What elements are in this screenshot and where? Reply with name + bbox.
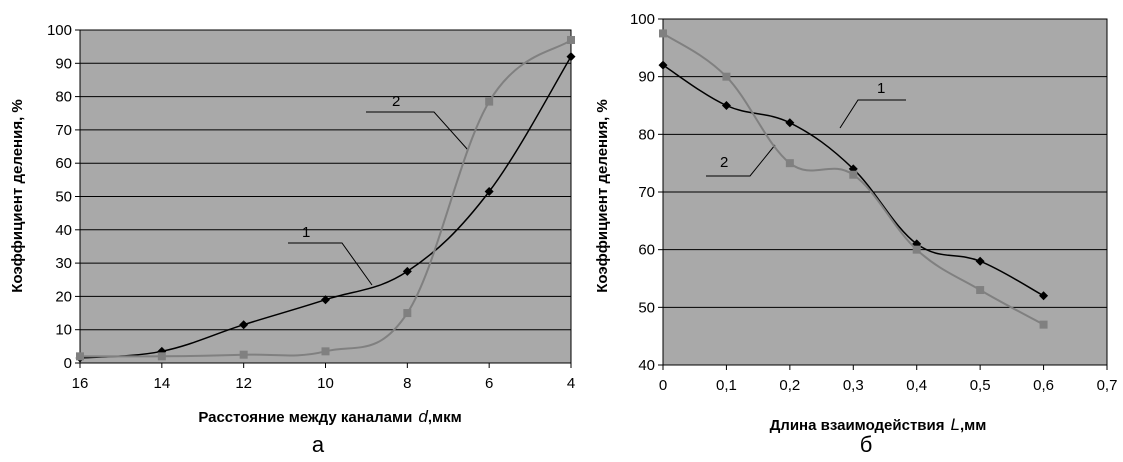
- x-axis-title-b: Длина взаимодействия L,мм: [770, 415, 987, 434]
- point-b-s1-0: [658, 60, 668, 70]
- point-a-s2-5: [485, 97, 494, 106]
- x-tick-label-b-0: 0: [659, 377, 667, 394]
- x-axis-title-b-var: L: [951, 415, 960, 434]
- point-a-s1-5: [484, 187, 494, 197]
- point-b-s1-5: [975, 256, 985, 266]
- callout-label-b-2: 2: [720, 154, 728, 171]
- x-axis-title-a: Расстояние между каналами d,мкм: [198, 407, 461, 426]
- x-tick-label-a-5: 6: [485, 375, 493, 392]
- x-axis-title-a-text: Расстояние между каналами: [198, 409, 412, 426]
- x-tick-labels-a: 16 14 12 10 8 6 4: [72, 375, 576, 392]
- point-a-s1-6: [566, 52, 576, 62]
- y-tick-label-a-9: 90: [55, 55, 72, 72]
- y-tick-label-a-4: 40: [55, 222, 72, 239]
- y-tick-label-b-0: 40: [638, 357, 655, 374]
- point-a-s1-4: [402, 266, 412, 276]
- x-tick-label-a-1: 14: [153, 375, 170, 392]
- x-tick-label-b-7: 0,7: [1097, 377, 1118, 394]
- x-tick-label-a-4: 8: [403, 375, 411, 392]
- panel-label-b: б: [860, 432, 873, 457]
- x-axis-title-a-var: d: [418, 407, 428, 426]
- y-tick-label-a-0: 0: [64, 355, 72, 372]
- x-axis-title-a-unit: ,мкм: [428, 409, 462, 426]
- x-tick-label-b-4: 0,4: [906, 377, 927, 394]
- point-b-s2-0: [659, 29, 667, 38]
- y-tick-labels-b: 40 50 60 70 80 90 100: [630, 11, 655, 374]
- series-group-a: [75, 35, 576, 363]
- x-tick-label-a-3: 10: [317, 375, 334, 392]
- y-axis-title-b: Коэффициент деления, %: [594, 99, 611, 292]
- x-tick-label-b-3: 0,3: [843, 377, 864, 394]
- y-tick-label-a-1: 10: [55, 322, 72, 339]
- y-tick-label-b-3: 70: [638, 184, 655, 201]
- x-tick-label-a-0: 16: [72, 375, 89, 392]
- y-tick-label-b-1: 50: [638, 299, 655, 316]
- point-b-s2-2: [785, 159, 794, 168]
- y-tick-label-a-2: 20: [55, 288, 72, 305]
- point-a-s2-3: [321, 347, 330, 356]
- y-tick-label-b-6: 100: [630, 11, 655, 28]
- point-b-s1-1: [721, 101, 731, 110]
- point-b-s2-1: [722, 72, 731, 81]
- point-b-s2-4: [912, 245, 921, 254]
- callout-leader-b-2: [706, 144, 776, 177]
- point-a-s2-2: [239, 350, 248, 359]
- y-tick-label-a-8: 80: [55, 89, 72, 106]
- y-tick-label-a-7: 70: [55, 122, 72, 139]
- callout-label-a-1: 1: [302, 224, 310, 241]
- plot-frame-a: [79, 29, 572, 364]
- y-tick-label-a-10: 100: [47, 22, 72, 39]
- point-a-s2-1: [157, 352, 166, 361]
- callout-label-b-1: 1: [877, 80, 885, 97]
- panel-label-a: а: [312, 432, 325, 457]
- x-tick-label-b-2: 0,2: [779, 377, 800, 394]
- y-tick-label-a-5: 50: [55, 189, 72, 206]
- y-tick-labels-a: 0 10 20 30 40 50 60 70 80 90 100: [47, 22, 72, 372]
- callout-leader-a-1: [288, 242, 373, 286]
- point-a-s1-3: [321, 295, 330, 305]
- point-a-s2-4: [403, 309, 412, 318]
- callout-label-a-2: 2: [392, 93, 400, 110]
- x-tick-labels-b: 0 0,1 0,2 0,3 0,4 0,5 0,6 0,7: [659, 377, 1118, 394]
- point-a-s1-2: [239, 320, 249, 330]
- series-group-b: [658, 29, 1049, 329]
- point-b-s2-6: [1039, 320, 1048, 329]
- x-axis-title-b-unit: ,мм: [960, 417, 986, 434]
- y-tick-label-a-3: 30: [55, 255, 72, 272]
- y-tick-label-b-2: 60: [638, 242, 655, 259]
- y-axis-title-a: Коэффициент деления, %: [9, 99, 26, 292]
- y-tick-label-b-5: 90: [638, 69, 655, 86]
- callout-leader-a-2: [366, 111, 469, 151]
- point-b-s1-6: [1039, 291, 1049, 301]
- y-tick-label-b-4: 80: [638, 126, 655, 143]
- x-tick-label-a-6: 4: [567, 375, 575, 392]
- x-tick-label-b-1: 0,1: [716, 377, 737, 394]
- x-tick-label-b-6: 0,6: [1033, 377, 1054, 394]
- callouts-a: 2 1: [288, 93, 469, 286]
- y-tick-label-a-6: 60: [55, 155, 72, 172]
- x-axis-title-b-text: Длина взаимодействия: [770, 417, 945, 434]
- point-a-s2-0: [76, 352, 84, 361]
- point-a-s2-6: [567, 35, 575, 44]
- point-b-s1-2: [785, 118, 795, 128]
- point-b-s2-5: [976, 286, 985, 295]
- x-tick-label-b-5: 0,5: [970, 377, 991, 394]
- callouts-b: 1 2: [706, 80, 906, 177]
- callout-leader-b-1: [839, 99, 906, 129]
- x-tick-label-a-2: 12: [235, 375, 252, 392]
- plot-frame-b: [662, 18, 1108, 366]
- point-b-s2-3: [849, 170, 858, 179]
